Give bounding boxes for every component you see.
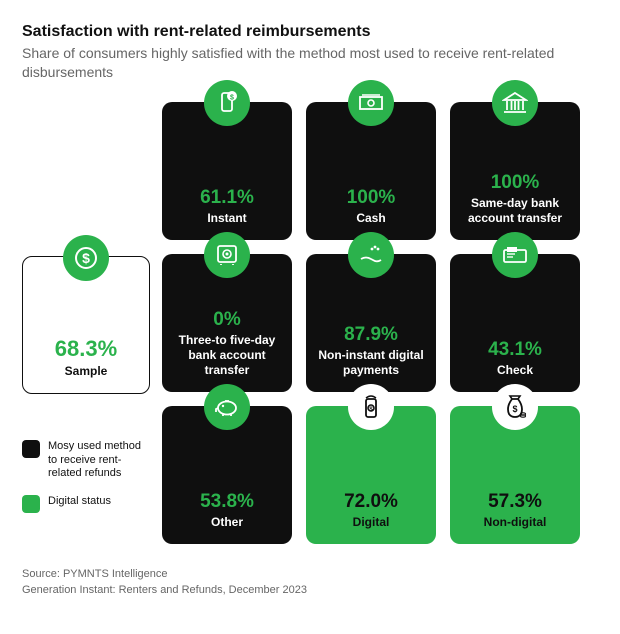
chart-footer: Source: PYMNTS Intelligence Generation I… [22, 566, 598, 599]
card-label: Same-day bank account transfer [460, 196, 570, 226]
card-pct: 100% [347, 188, 396, 207]
card-pct: 53.8% [200, 492, 254, 511]
card-instant: $ 61.1% Instant [162, 102, 292, 240]
legend: Mosy used method to receive rent-related… [22, 440, 150, 513]
legend-text-digital: Digital status [48, 495, 111, 509]
card-other: 53.8% Other [162, 406, 292, 544]
svg-text:$: $ [82, 250, 90, 266]
phone-dollar-icon: $ [204, 80, 250, 126]
card-pct: 72.0% [344, 492, 398, 511]
card-digital: $ 72.0% Digital [306, 406, 436, 544]
card-label: Non-instant digital payments [316, 348, 426, 378]
cash-stack-icon [348, 80, 394, 126]
piggy-icon [204, 384, 250, 430]
check-doc-icon [492, 232, 538, 278]
card-non-instant-digital: 87.9% Non-instant digital payments [306, 254, 436, 392]
left-column: $ 68.3% Sample Mosy used method to recei… [22, 102, 150, 513]
card-same-day-transfer: 100% Same-day bank account transfer [450, 102, 580, 240]
legend-swatch-black-icon [22, 440, 40, 458]
footer-report: Generation Instant: Renters and Refunds,… [22, 582, 598, 599]
card-label: Three-to five-day bank account transfer [172, 333, 282, 378]
card-label: Check [497, 363, 533, 378]
bank-icon [492, 80, 538, 126]
card-label: Digital [353, 515, 390, 530]
svg-text:$: $ [230, 94, 234, 101]
sample-label: Sample [65, 364, 108, 379]
card-pct: 57.3% [488, 492, 542, 511]
card-label: Instant [207, 211, 246, 226]
card-pct: 100% [491, 173, 540, 192]
card-label: Non-digital [484, 515, 547, 530]
money-bag-icon: $ [492, 384, 538, 430]
phone-wave-icon: $ [348, 384, 394, 430]
chart-subtitle: Share of consumers highly satisfied with… [22, 44, 598, 82]
legend-swatch-green-icon [22, 495, 40, 513]
card-label: Other [211, 515, 243, 530]
card-grid: $ 61.1% Instant 100% Cash 100% Same-day … [162, 102, 598, 544]
sample-card: $ 68.3% Sample [22, 256, 150, 394]
chart-layout: $ 68.3% Sample Mosy used method to recei… [22, 102, 598, 544]
dollar-coin-icon: $ [63, 235, 109, 281]
card-pct: 87.9% [344, 325, 398, 344]
card-pct: 61.1% [200, 188, 254, 207]
safe-icon [204, 232, 250, 278]
svg-text:$: $ [512, 404, 517, 414]
legend-item-digital-status: Digital status [22, 495, 150, 513]
card-cash: 100% Cash [306, 102, 436, 240]
footer-source: Source: PYMNTS Intelligence [22, 566, 598, 583]
coins-hand-icon [348, 232, 394, 278]
card-pct: 43.1% [488, 340, 542, 359]
card-three-five-day-transfer: 0% Three-to five-day bank account transf… [162, 254, 292, 392]
sample-pct: 68.3% [55, 338, 117, 360]
card-pct: 0% [213, 310, 240, 329]
card-non-digital: $ 57.3% Non-digital [450, 406, 580, 544]
legend-item-methods: Mosy used method to receive rent-related… [22, 440, 150, 481]
legend-text-methods: Mosy used method to receive rent-related… [48, 440, 150, 481]
card-check: 43.1% Check [450, 254, 580, 392]
card-label: Cash [356, 211, 385, 226]
chart-title: Satisfaction with rent-related reimburse… [22, 22, 598, 41]
